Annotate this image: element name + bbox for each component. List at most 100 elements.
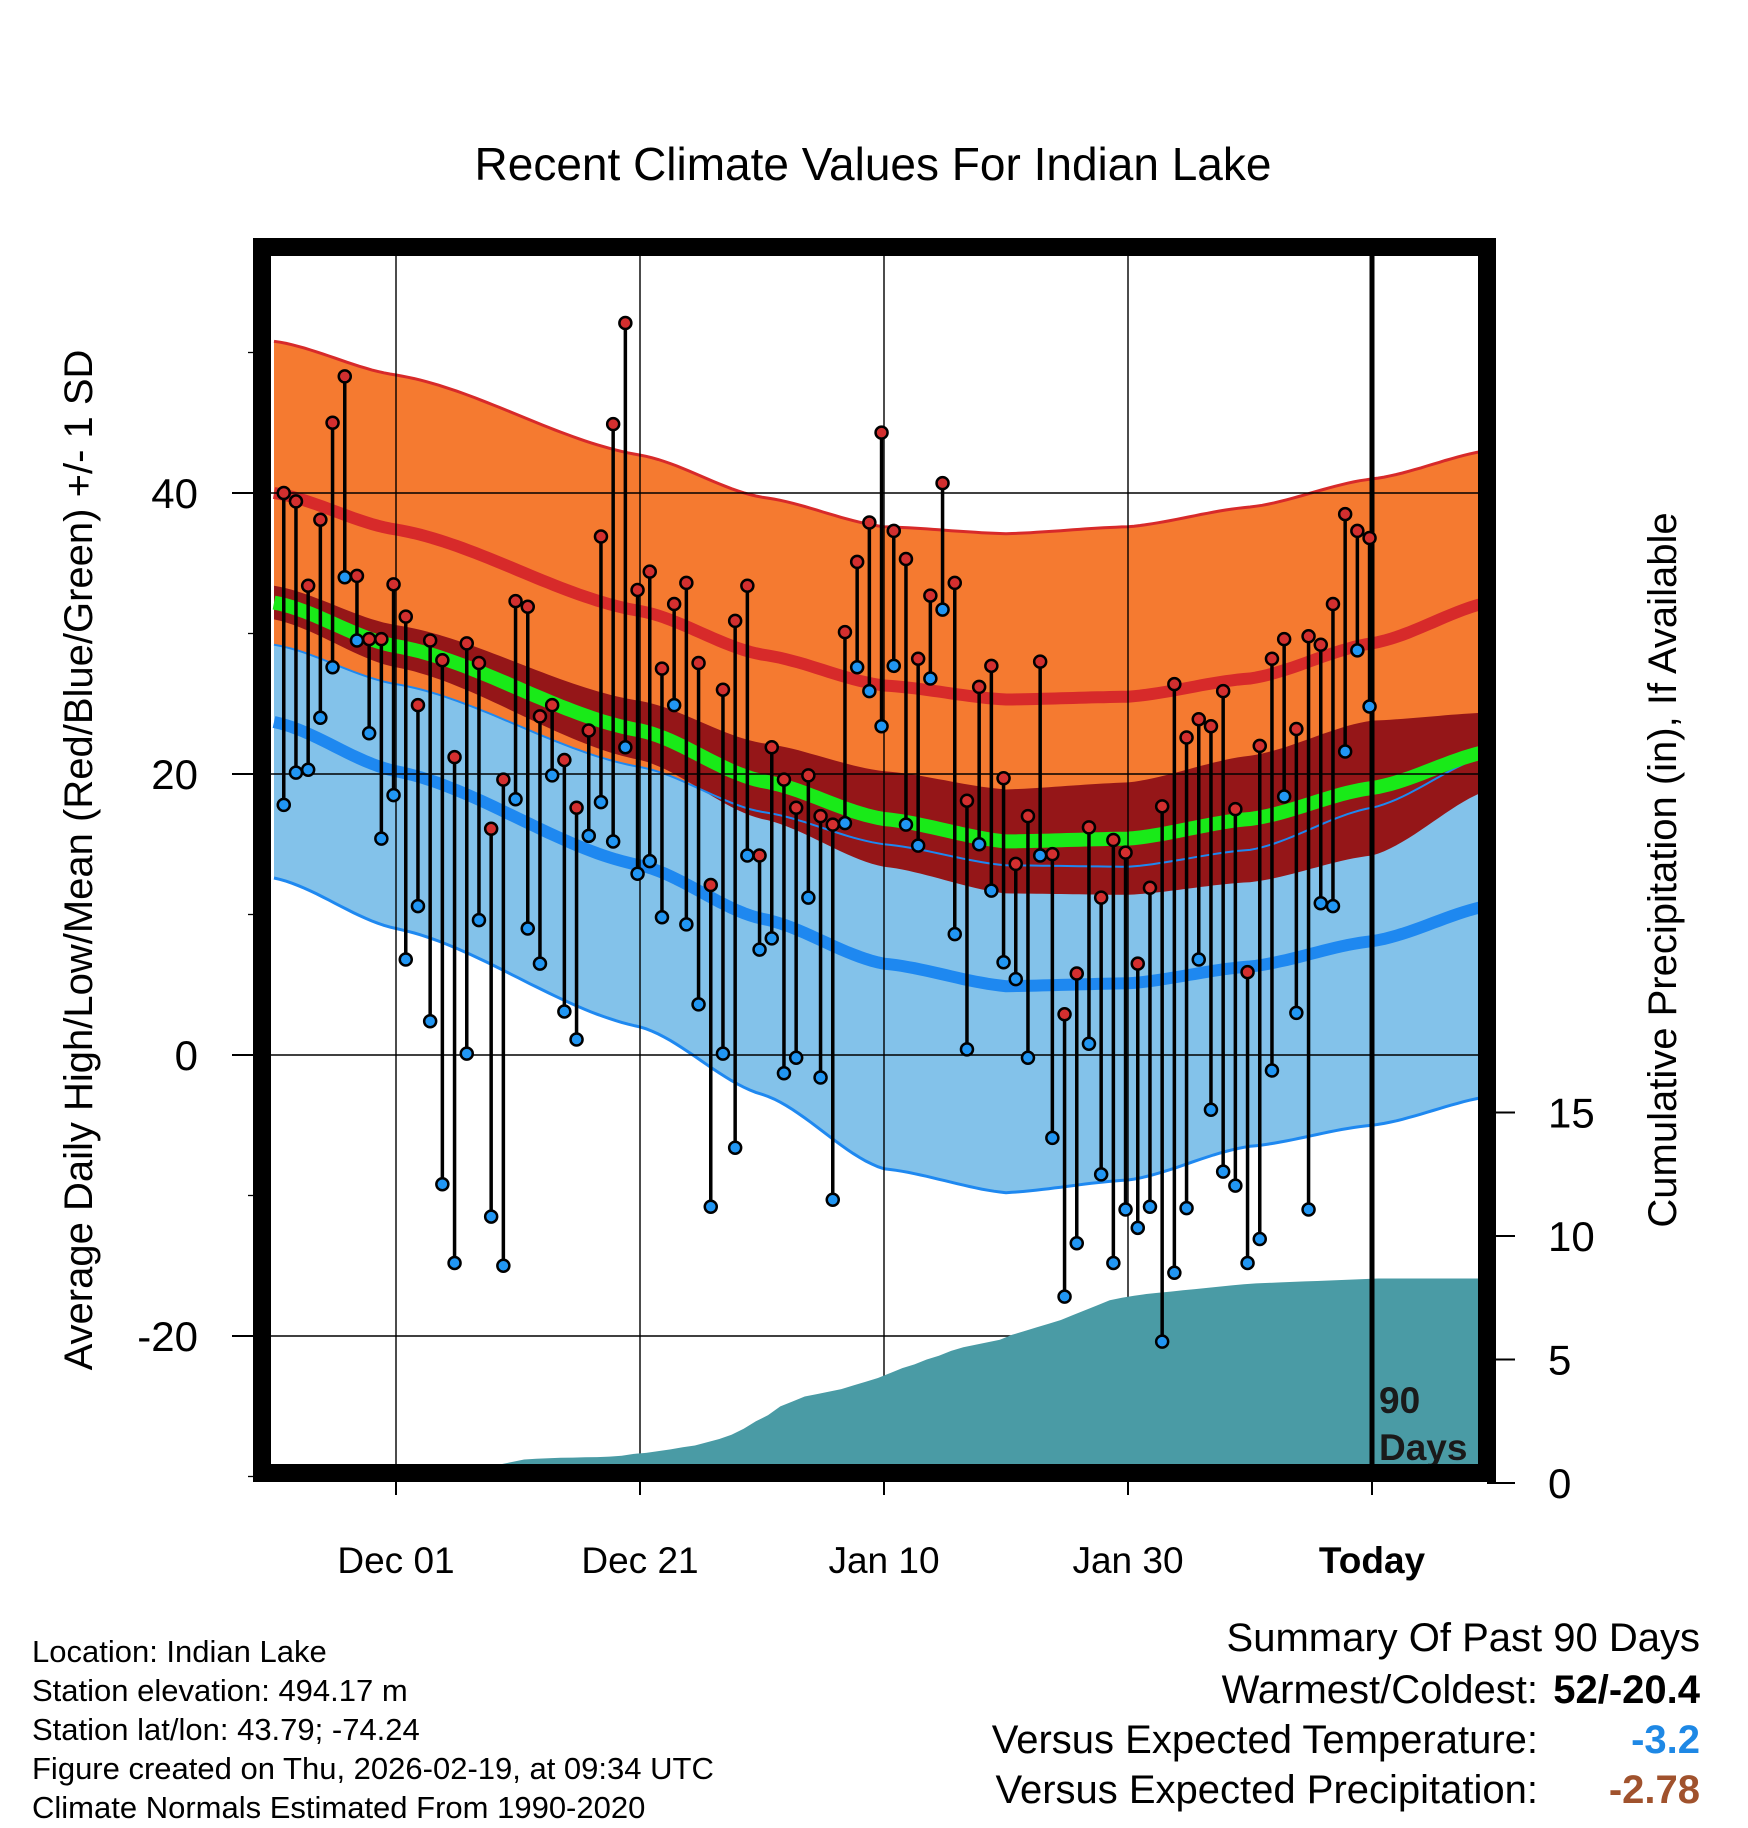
summary-temp-label: Versus Expected Temperature: <box>991 1718 1538 1762</box>
high-point <box>996 770 1011 786</box>
low-point <box>1167 1265 1182 1281</box>
low-point <box>825 1192 841 1207</box>
summary-precip-value: -2.78 <box>1608 1768 1700 1812</box>
low-point <box>1252 1231 1268 1247</box>
high-point <box>1203 718 1219 734</box>
y-tick-label: 0 <box>175 1032 198 1079</box>
cumulative-precip-area <box>280 1278 1487 1473</box>
high-point <box>605 416 621 432</box>
low-point <box>666 697 682 713</box>
low-point <box>1020 1050 1036 1066</box>
high-point <box>752 848 767 863</box>
low-point <box>1093 1167 1109 1182</box>
low-point <box>703 1199 719 1214</box>
low-point <box>715 1046 731 1061</box>
low-point <box>374 831 389 846</box>
high-point <box>1130 956 1146 971</box>
high-point <box>1325 596 1341 612</box>
low-point <box>325 659 340 675</box>
high-point <box>715 682 731 697</box>
high-point <box>874 425 889 440</box>
high-point <box>703 877 719 893</box>
low-point <box>459 1046 475 1061</box>
y-tick-label: 20 <box>151 751 198 798</box>
high-point <box>1008 856 1024 872</box>
low-point <box>349 633 365 648</box>
y-tick-label: -20 <box>137 1313 198 1360</box>
low-point <box>1313 896 1329 911</box>
high-point <box>496 772 511 787</box>
high-point <box>1118 845 1133 860</box>
summary-warmest-value: 52/-20.4 <box>1553 1668 1700 1712</box>
y2-tick-label: 15 <box>1548 1090 1595 1137</box>
low-point <box>361 726 377 741</box>
low-point <box>923 671 938 686</box>
low-point <box>837 815 853 831</box>
high-point <box>1289 721 1304 737</box>
low-point <box>1191 952 1207 967</box>
low-point <box>1240 1255 1255 1271</box>
high-point <box>471 655 487 671</box>
high-point <box>1154 799 1170 814</box>
high-point <box>459 636 475 651</box>
high-point <box>386 577 401 592</box>
high-point <box>483 821 499 837</box>
climate-chart: Recent Climate Values For Indian Lake 90… <box>57 138 1685 1600</box>
high-point <box>532 709 548 724</box>
low-point <box>1154 1334 1170 1349</box>
high-point <box>1032 654 1048 669</box>
high-point <box>862 515 877 530</box>
mean-sd-band <box>274 585 1487 895</box>
high-point <box>776 772 792 787</box>
high-point <box>1069 966 1085 981</box>
low-point <box>874 718 889 734</box>
low-point <box>300 762 316 778</box>
high-point <box>1264 651 1280 667</box>
high-point <box>898 551 914 567</box>
low-point <box>471 912 487 928</box>
summary-precip-label: Versus Expected Precipitation: <box>995 1768 1538 1812</box>
low-point <box>959 1042 975 1057</box>
low-point <box>996 955 1011 970</box>
low-point <box>1325 898 1341 914</box>
low-point <box>386 787 401 803</box>
low-point <box>508 792 523 807</box>
info-location: Location: Indian Lake <box>32 1634 327 1669</box>
high-point <box>825 817 841 832</box>
low-point <box>483 1209 499 1224</box>
high-point <box>557 752 572 768</box>
low-point <box>862 683 877 699</box>
high-point <box>971 679 987 695</box>
high-point <box>337 369 353 384</box>
y2-tick-label: 0 <box>1548 1460 1571 1507</box>
low-point <box>1362 699 1377 714</box>
low-point <box>971 837 987 852</box>
high-point <box>959 793 975 808</box>
high-point <box>410 697 426 713</box>
low-point <box>276 797 292 813</box>
info-latlon: Station lat/lon: 43.79; -74.24 <box>32 1712 420 1747</box>
precipitation-area <box>280 1278 1487 1473</box>
high-point <box>1252 738 1268 754</box>
high-point <box>288 494 304 509</box>
high-point <box>813 808 828 824</box>
low-point <box>557 1004 572 1019</box>
summary-title: Summary Of Past 90 Days <box>1226 1616 1700 1660</box>
high-point <box>788 800 804 815</box>
low-point <box>581 828 597 844</box>
high-point <box>508 593 523 609</box>
low-point <box>679 917 694 932</box>
low-point <box>398 952 414 967</box>
low-point <box>618 740 633 755</box>
low-point <box>1057 1289 1072 1304</box>
y2-tick-label: 5 <box>1548 1337 1571 1384</box>
high-point <box>1057 1007 1072 1022</box>
low-point <box>849 659 865 675</box>
low-point <box>752 942 767 957</box>
high-point <box>801 768 816 783</box>
x-tick-label: Jan 30 <box>1072 1540 1183 1581</box>
high-point <box>435 652 450 668</box>
today-label-days-count: 90 <box>1379 1380 1420 1421</box>
daily-points <box>276 315 1377 1349</box>
low-point <box>532 956 548 971</box>
